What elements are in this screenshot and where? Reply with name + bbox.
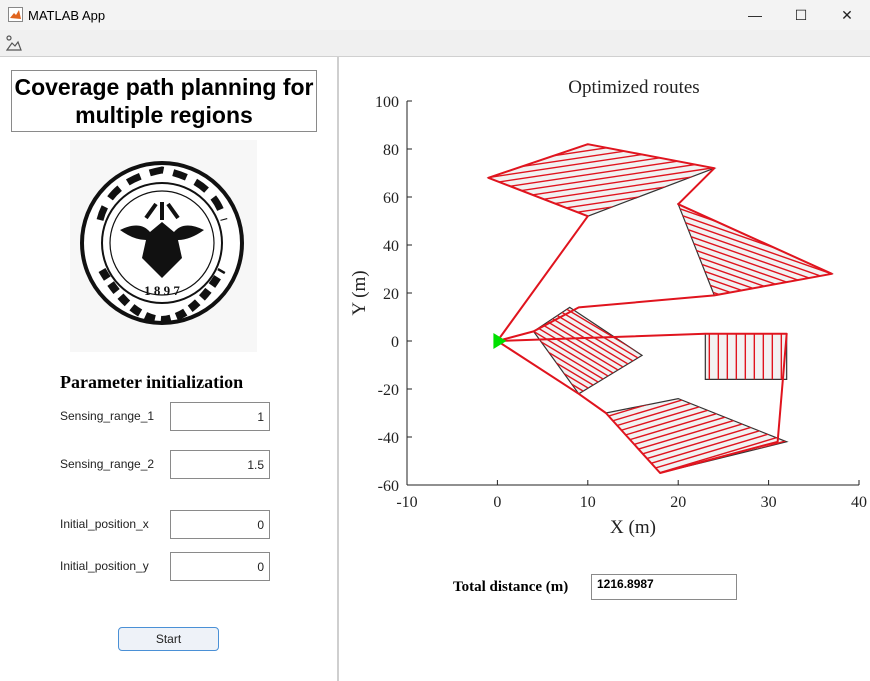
- y-tick-label: -20: [378, 382, 399, 399]
- initial-position-y-field[interactable]: [170, 552, 270, 581]
- university-logo: 1 8 9 7: [70, 140, 257, 352]
- coverage-pass: [483, 77, 719, 112]
- app-heading: Coverage path planning for multiple regi…: [11, 70, 317, 132]
- y-tick-label: 40: [383, 238, 399, 255]
- x-axis-label: X (m): [610, 517, 656, 538]
- y-tick-label: 100: [375, 94, 399, 111]
- sensing-range-1-field[interactable]: [170, 402, 270, 431]
- y-tick-label: -40: [378, 430, 399, 447]
- coverage-pass: [605, 462, 787, 473]
- coverage-pass: [678, 223, 832, 283]
- x-tick-label: 40: [851, 494, 867, 511]
- coverage-pass: [533, 307, 643, 323]
- coverage-pass: [483, 221, 719, 256]
- region-4-coverage: [708, 333, 783, 380]
- coverage-pass: [533, 307, 643, 317]
- start-point-marker: [493, 333, 507, 349]
- coverage-pass: [678, 204, 832, 211]
- coverage-pass: [483, 101, 719, 136]
- x-tick-label: 10: [580, 494, 596, 511]
- coverage-pass: [605, 398, 787, 438]
- sensing-range-2-field[interactable]: [170, 450, 270, 479]
- y-tick-label: -60: [378, 478, 399, 495]
- x-tick-label: -10: [396, 494, 417, 511]
- coverage-pass: [533, 307, 643, 365]
- zhejiang-university-seal: 1 8 9 7: [80, 161, 244, 325]
- window-titlebar: MATLAB App — ☐ ✕: [0, 0, 870, 30]
- figure-tools-icon[interactable]: [5, 34, 23, 52]
- window-title: MATLAB App: [28, 8, 106, 23]
- coverage-pass: [529, 232, 647, 303]
- coverage-pass: [533, 307, 643, 329]
- matlab-app-icon: [8, 7, 23, 22]
- coverage-pass: [488, 144, 715, 149]
- coverage-pass: [601, 283, 792, 340]
- parameter-heading: Parameter initialization: [60, 372, 244, 392]
- y-tick-label: 60: [383, 190, 399, 207]
- x-tick-label: 20: [670, 494, 686, 511]
- coverage-pass: [483, 65, 719, 100]
- y-tick-label: 0: [391, 334, 399, 351]
- coverage-pass: [605, 398, 787, 444]
- coverage-pass: [605, 426, 787, 473]
- coverage-pass: [483, 71, 719, 106]
- coverage-pass: [483, 107, 719, 142]
- initial-position-x-field[interactable]: [170, 510, 270, 539]
- coverage-pass: [678, 247, 832, 296]
- coverage-pass: [605, 398, 787, 420]
- y-tick-label: 80: [383, 142, 399, 159]
- sensing-range-2-label: Sensing_range_2: [60, 457, 155, 471]
- initial-position-x-label: Initial_position_x: [60, 517, 149, 531]
- x-tick-label: 30: [761, 494, 777, 511]
- panel-divider: [337, 57, 339, 681]
- y-axis-label: Y (m): [349, 270, 370, 315]
- optimized-route-line: [487, 143, 833, 474]
- x-tick-label: 0: [493, 494, 501, 511]
- coverage-pass: [529, 454, 647, 525]
- region-1-coverage: [483, 65, 719, 256]
- minimize-button[interactable]: —: [748, 7, 762, 23]
- total-distance-field: 1216.8987: [591, 574, 737, 600]
- coverage-pass: [605, 432, 787, 473]
- maximize-button[interactable]: ☐: [794, 6, 808, 23]
- coverage-pass: [605, 398, 787, 426]
- coverage-pass: [483, 89, 719, 124]
- sensing-range-1-label: Sensing_range_1: [60, 409, 155, 423]
- chart-title: Optimized routes: [568, 77, 700, 98]
- coverage-pass: [483, 95, 719, 130]
- svg-text:1 8 9 7: 1 8 9 7: [144, 283, 180, 298]
- routes-chart: -10 0 10 20 30 40 100 80 60 40 20 0 -20 -40 -60 X (m) Y …: [349, 65, 867, 538]
- figure-toolbar: [0, 30, 870, 57]
- close-button[interactable]: ✕: [841, 6, 853, 23]
- total-distance-label: Total distance (m): [453, 579, 569, 595]
- coverage-pass: [678, 217, 832, 277]
- coverage-pass: [529, 430, 647, 501]
- initial-position-y-label: Initial_position_y: [60, 559, 149, 573]
- y-tick-label: 20: [383, 286, 399, 303]
- start-button[interactable]: Start: [118, 627, 219, 651]
- region-2: [677, 203, 834, 297]
- coverage-pass: [483, 83, 719, 118]
